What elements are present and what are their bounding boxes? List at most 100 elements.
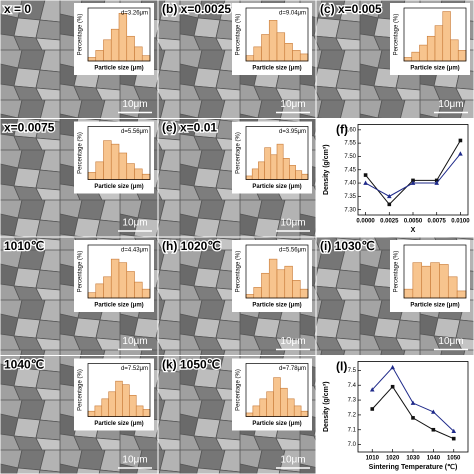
histogram-bar [142,409,151,417]
x-tick-label: 0.0050 [404,219,423,225]
histogram-bar [110,28,120,62]
histogram-bar [118,152,128,180]
y-tick-label: 7.35 [344,194,356,200]
histogram-bar [103,276,112,299]
scale-bar-label: 10μm [122,218,147,229]
scale-bar-label: 10μm [122,455,147,466]
series-marker [451,436,456,441]
scale-bar-label: 10μm [280,336,305,347]
inset-frame [245,244,309,299]
scale-bar-label: 10μm [280,218,305,229]
histogram-bar [439,264,449,299]
histogram-bar [412,262,423,299]
histogram-bar [276,269,286,299]
histogram-bar [108,391,116,417]
size-annotation: d=5.56μm [121,129,148,135]
scale-bar-label: 10μm [438,336,463,347]
panel-label: x=0.0075 [4,121,55,135]
inset-ylabel: Percentage (%) [236,251,242,293]
panel-bg [316,118,474,237]
histogram-bar [141,288,151,299]
series-marker [411,416,415,420]
histogram-bar [259,398,267,417]
histogram-bar [403,57,413,62]
histogram-bar [411,51,420,62]
inset-frame [87,363,151,417]
y-axis-label: Density (g/cm³) [323,144,330,195]
histogram-bar [447,276,458,299]
histogram-bar [251,168,259,180]
histogram-bar [134,46,143,62]
histogram-bar [110,258,120,299]
histogram-bar [295,170,303,180]
series-marker [390,364,395,370]
histogram-bar [450,39,459,62]
panel-label: (i) 1030℃ [320,239,375,253]
histogram-bar [141,173,151,180]
inset-ylabel: Percentage (%) [236,369,242,411]
inset-frame [403,7,467,62]
series-marker [370,407,375,411]
size-annotation: d=7.78μm [279,366,306,372]
series-marker [369,387,375,392]
histogram-bar [282,158,290,180]
histogram-bar [299,53,309,62]
histogram-bar [292,50,301,62]
histogram-bar [276,143,284,180]
histogram-bar [261,34,270,62]
inset-xlabel: Particle size (μm) [252,421,301,427]
y-tick-label: 7.1 [348,427,357,433]
inset-ylabel: Percentage (%) [78,251,84,293]
y-tick-label: 7.55 [344,141,356,147]
panel-label: 1040℃ [4,358,44,372]
inset-ylabel: Percentage (%) [236,14,242,56]
inset-frame [403,244,467,299]
inset-xlabel: Particle size (μm) [252,303,301,309]
inset-ylabel: Percentage (%) [78,14,84,56]
y-tick-label: 7.0 [348,442,357,448]
histogram-bar [442,11,451,62]
y-tick-label: 7.3 [348,398,357,404]
histogram-bar [245,412,254,417]
histogram-bar [273,377,281,417]
histogram-bar [103,39,112,62]
histogram-bar [266,391,274,417]
inset-xlabel: Particle size (μm) [410,303,459,309]
histogram-bar [87,292,97,299]
series-marker [363,173,368,177]
x-tick-label: 1030 [406,456,420,462]
histogram-bar [284,43,293,62]
series-marker [411,178,415,183]
histogram-bar [253,287,262,299]
inset-xlabel: Particle size (μm) [94,184,143,190]
series-marker [458,151,463,156]
x-tick-label: 1040 [427,456,441,462]
histogram-bar [245,175,253,180]
histogram-bar [126,163,135,180]
histogram-bar [430,262,440,299]
histogram-bar [457,50,467,62]
histogram-bar [270,154,278,180]
histogram-bar [101,398,109,417]
scale-bar-label: 10μm [280,99,305,110]
histogram-bar [94,405,103,417]
panel-label: 1010℃ [4,239,44,253]
panel-bg [316,355,474,474]
panel-label: (k) 1050℃ [162,358,220,372]
size-annotation: d=7.52μm [121,366,148,372]
inset-xlabel: Particle size (μm) [94,303,143,309]
x-tick-label: 1050 [447,456,461,462]
x-tick-label: 0.0025 [380,219,399,225]
x-tick-label: 0.0100 [451,219,470,225]
series-marker [434,178,439,183]
histogram-bar [122,384,130,417]
series-marker [431,427,436,432]
histogram-bar [87,172,97,180]
x-tick-label: 0.0000 [356,219,375,225]
histogram-bar [141,55,151,62]
histogram-bar [292,280,301,299]
series-marker [386,193,392,199]
histogram-bar [456,290,467,299]
y-tick-label: 7.60 [344,127,356,133]
inset-xlabel: Particle size (μm) [252,66,301,72]
